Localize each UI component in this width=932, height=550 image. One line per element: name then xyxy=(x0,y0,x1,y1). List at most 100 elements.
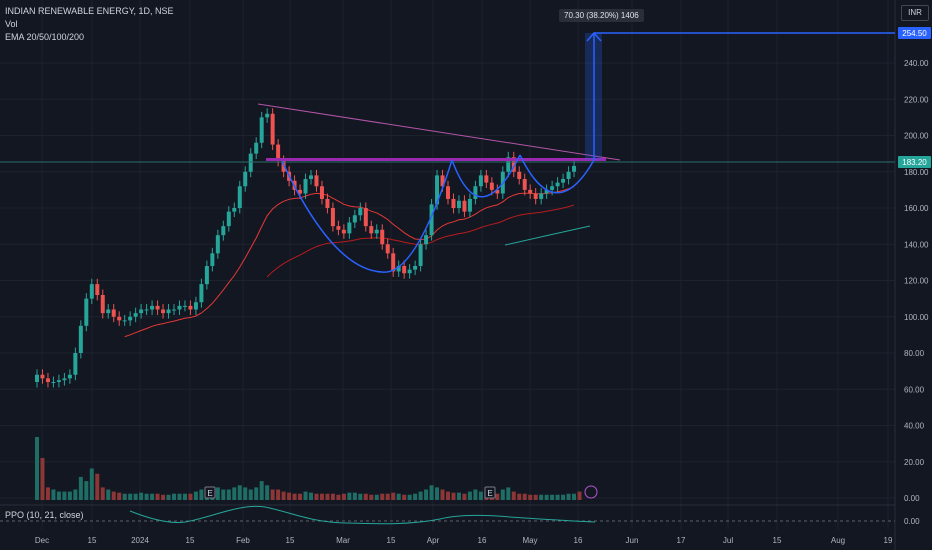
cup-curve xyxy=(281,159,453,273)
candle-body xyxy=(122,320,127,322)
candle-body xyxy=(177,305,182,310)
handle-curve-1 xyxy=(451,154,521,198)
volume-bar xyxy=(325,493,330,500)
chart-legend: INDIAN RENEWABLE ENERGY, 1D, NSE Vol EMA… xyxy=(5,5,174,44)
price-axis: 240.00 220.00 200.00 180.00 160.00 140.00 120.… xyxy=(904,59,929,526)
target-price-label: 254.50 xyxy=(902,29,927,38)
candle-body xyxy=(84,298,89,326)
candle-body xyxy=(358,208,363,216)
candle-body xyxy=(374,229,379,234)
candle-body xyxy=(133,313,138,317)
earnings-marker xyxy=(204,486,216,499)
candle-body xyxy=(451,198,456,208)
volume-bar xyxy=(193,491,198,500)
volume-bar xyxy=(396,493,401,500)
volume-bar xyxy=(511,491,516,500)
volume-bar xyxy=(199,489,204,500)
measure-tooltip: 70.30 (38.20%) 1406 xyxy=(559,9,644,22)
volume-bar xyxy=(243,487,248,500)
candle-body xyxy=(35,374,39,382)
symbol-title[interactable]: INDIAN RENEWABLE ENERGY, 1D, NSE xyxy=(5,6,174,16)
candle-body xyxy=(45,378,50,382)
candle-body xyxy=(341,229,346,234)
dividend-marker xyxy=(584,485,598,499)
candle-body xyxy=(446,186,450,199)
price-tick-label: 180.00 xyxy=(904,168,929,177)
candle-body xyxy=(215,235,220,254)
candle-body xyxy=(336,226,341,230)
candle-body xyxy=(303,179,308,194)
volume-bar xyxy=(287,492,292,500)
candle-body xyxy=(522,179,527,190)
volume-bar xyxy=(45,487,50,500)
candle-body xyxy=(281,160,286,172)
currency-selector[interactable]: INR xyxy=(901,5,929,21)
price-tick-label: 200.00 xyxy=(904,132,929,141)
candle-body xyxy=(199,284,204,303)
volume-bar xyxy=(500,489,505,500)
volume-bar xyxy=(281,491,286,500)
volume-bar xyxy=(435,487,440,500)
candle-body xyxy=(380,229,385,245)
volume-label[interactable]: Vol xyxy=(5,19,18,29)
candle-body xyxy=(161,309,166,314)
time-tick-label: 15 xyxy=(88,536,97,545)
time-tick-label: Dec xyxy=(35,536,49,545)
volume-bar xyxy=(478,491,483,500)
candle-body xyxy=(270,113,275,145)
candle-body xyxy=(172,309,176,311)
candle-body xyxy=(309,175,313,179)
volume-bar xyxy=(161,494,166,500)
candle-body xyxy=(188,305,193,310)
ema-label[interactable]: EMA 20/50/100/200 xyxy=(5,32,85,42)
volume-bar xyxy=(369,494,374,500)
candle-body xyxy=(95,284,100,295)
volume-bar xyxy=(517,493,522,500)
time-tick-label: 16 xyxy=(574,536,583,545)
volume-bar xyxy=(467,491,472,500)
candle-body xyxy=(391,253,396,272)
candle-body xyxy=(467,198,472,212)
volume-bar xyxy=(78,476,83,500)
ema-lines xyxy=(124,186,591,338)
volume-bar xyxy=(133,493,138,500)
volume-bar xyxy=(62,491,67,500)
descending-trendline xyxy=(257,103,621,161)
candle-body xyxy=(330,208,335,227)
volume-bar xyxy=(144,493,149,500)
ppo-tick-label: 0.00 xyxy=(904,517,920,526)
volume-bar xyxy=(550,494,555,500)
volume-bar xyxy=(155,493,160,500)
ppo-label[interactable]: PPO (10, 21, close) xyxy=(5,510,84,520)
candle-body xyxy=(243,171,248,187)
volume-bar xyxy=(259,481,264,500)
candle-body xyxy=(100,295,105,314)
time-tick-label: Apr xyxy=(427,536,440,545)
time-tick-label: Aug xyxy=(831,536,845,545)
candle-body xyxy=(254,142,259,154)
price-tick-label: 120.00 xyxy=(904,277,929,286)
candle-body xyxy=(506,157,511,172)
volume-bar xyxy=(226,489,231,500)
volume-bar xyxy=(446,491,450,500)
price-tick-label: 80.00 xyxy=(904,349,925,358)
candle-body xyxy=(193,302,198,310)
volume-bar xyxy=(188,493,193,500)
candle-body xyxy=(572,165,577,172)
current-price-label: 183.20 xyxy=(902,158,927,167)
current-price-badge xyxy=(898,156,931,168)
candle-body xyxy=(478,175,483,187)
target-price-badge xyxy=(898,27,931,39)
candle-body xyxy=(363,208,368,227)
handle-curve-2 xyxy=(519,154,595,194)
candle-body xyxy=(385,244,390,254)
time-tick-label: Jul xyxy=(723,536,733,545)
volume-bar xyxy=(215,487,220,500)
volume-bar xyxy=(106,489,111,500)
volume-bar xyxy=(380,493,385,500)
volume-bar xyxy=(577,491,582,500)
candle-body xyxy=(232,208,237,212)
price-tick-label: 20.00 xyxy=(904,458,925,467)
